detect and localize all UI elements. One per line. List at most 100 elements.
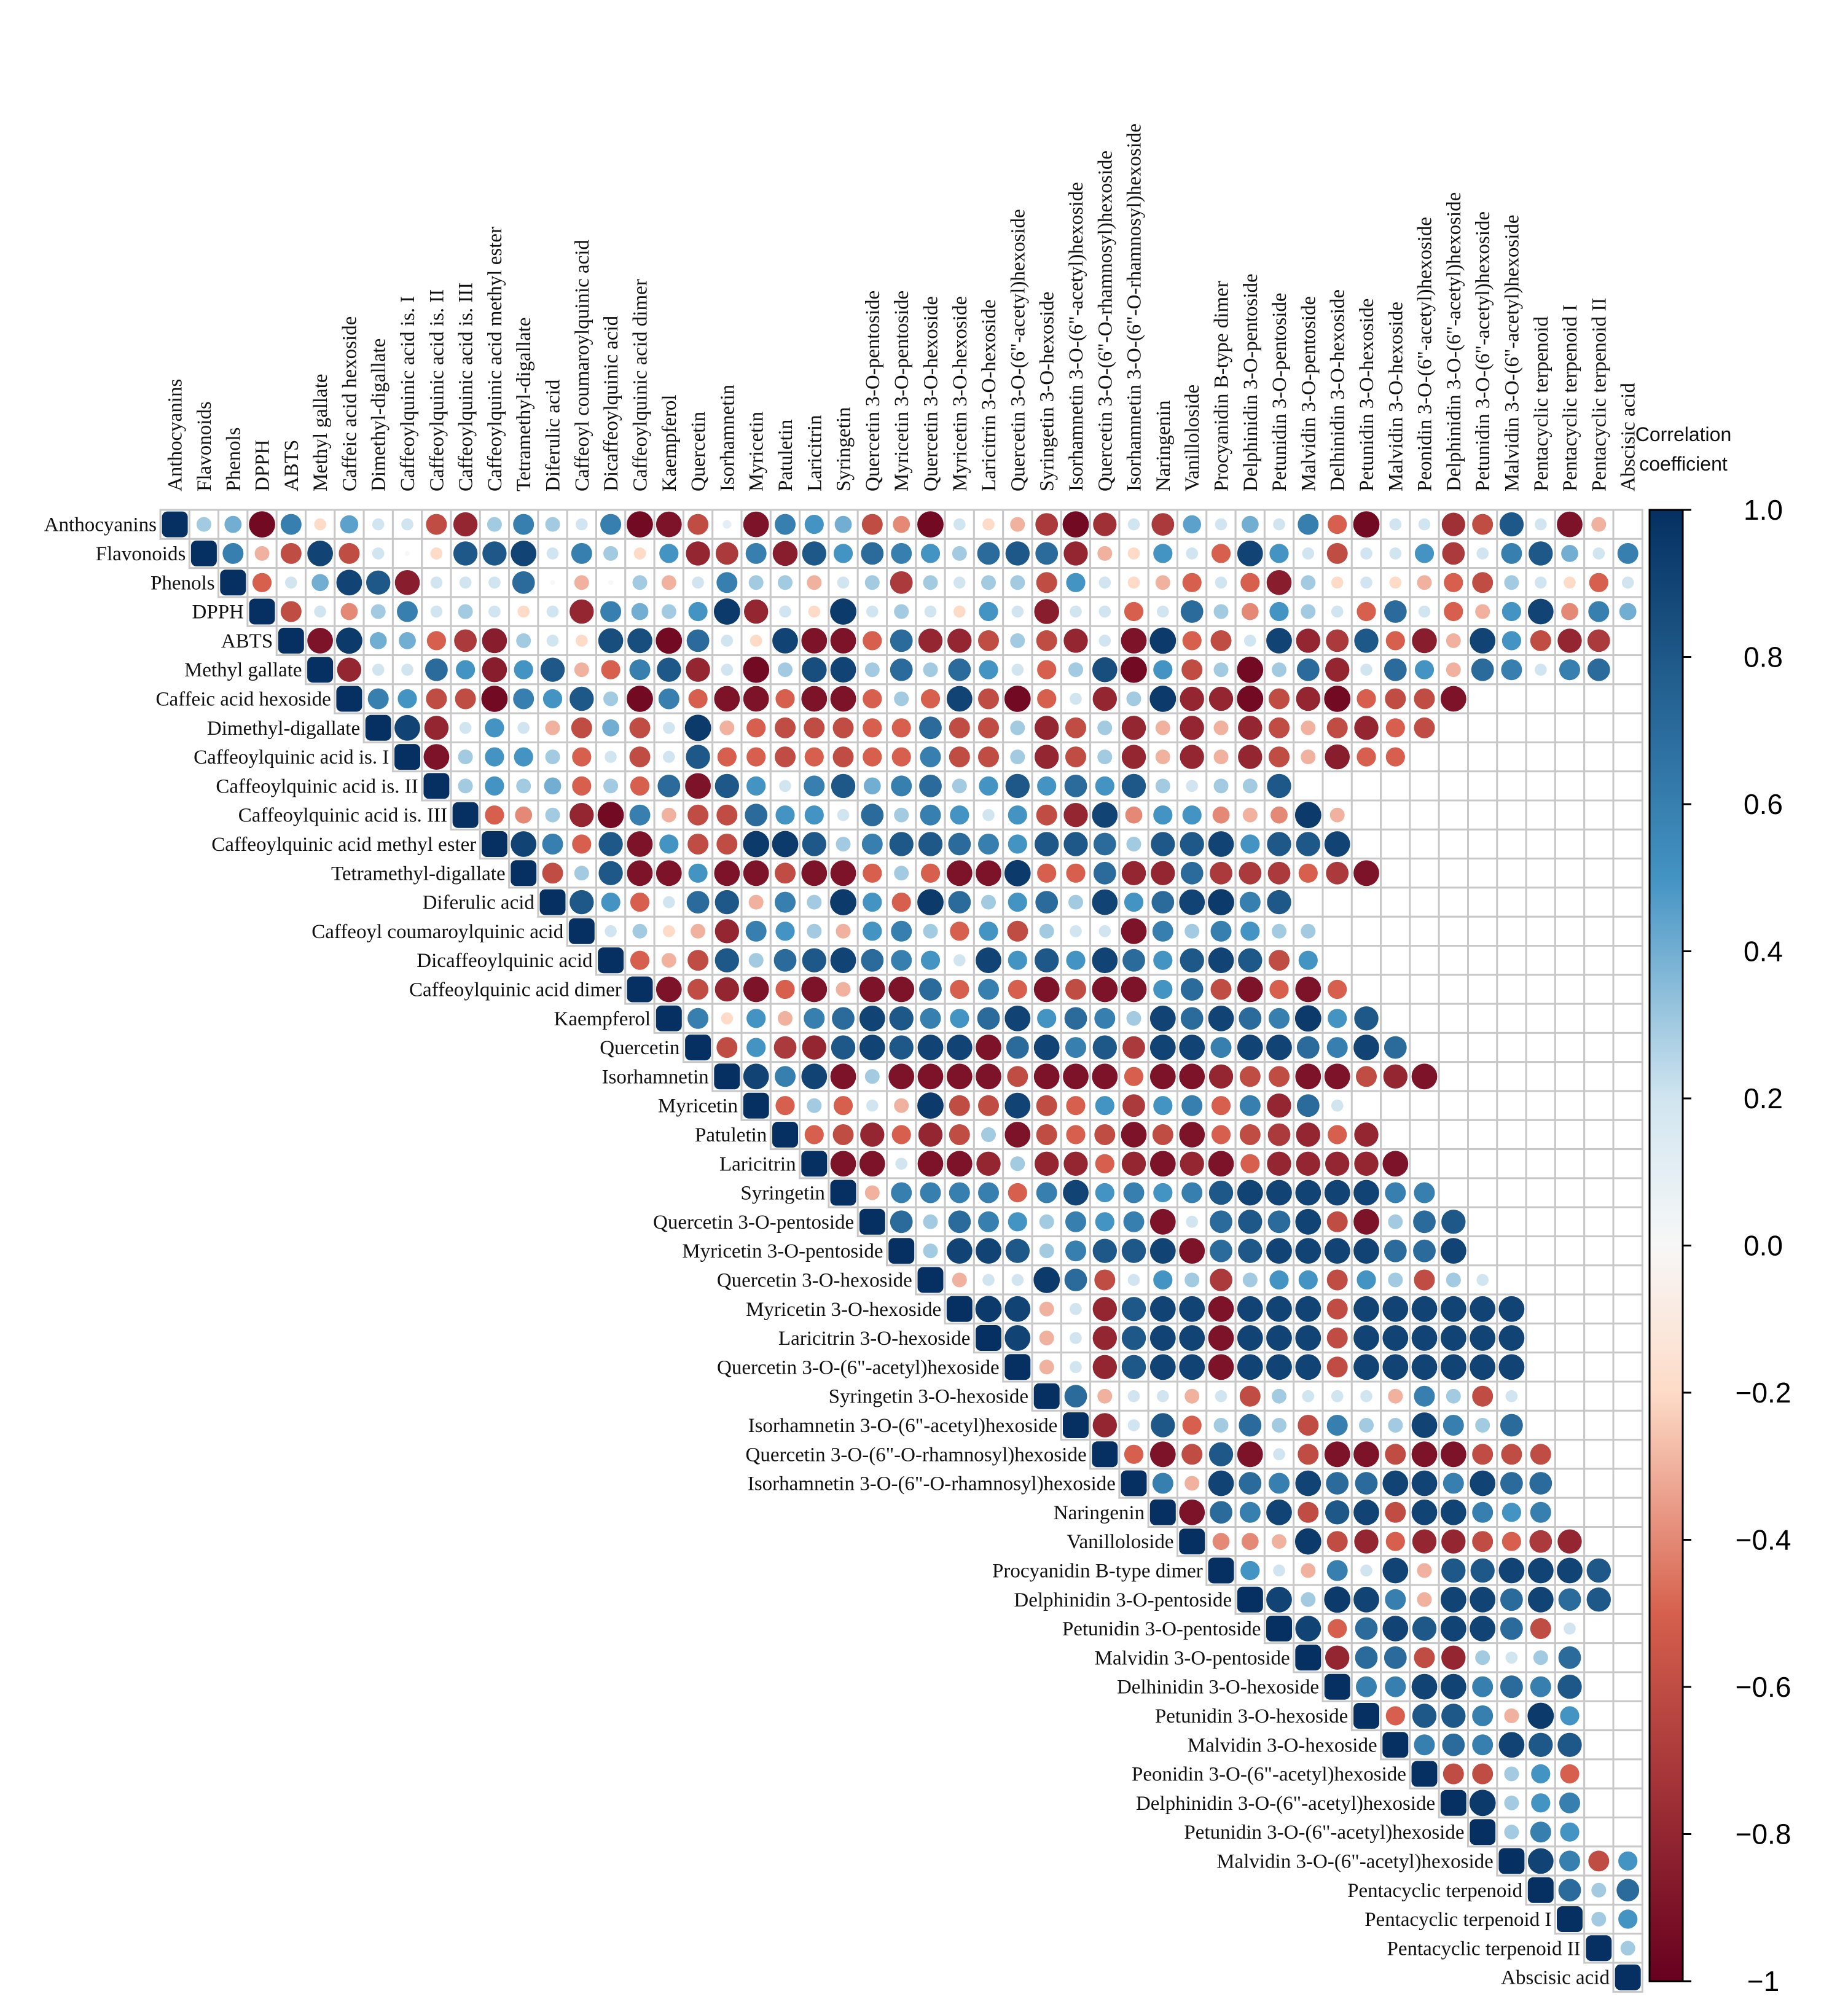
correlation-circle xyxy=(685,773,711,799)
grid-cell xyxy=(1612,858,1643,889)
correlation-circle xyxy=(1242,807,1258,823)
correlation-circle xyxy=(1360,1390,1372,1403)
row-label: Pentacyclic terpenoid II xyxy=(1387,1938,1580,1960)
correlation-circle xyxy=(801,628,828,654)
correlation-circle xyxy=(1149,1325,1176,1351)
correlation-circle xyxy=(1272,1418,1286,1433)
correlation-circle xyxy=(280,514,302,535)
correlation-circle xyxy=(661,807,676,823)
correlation-circle xyxy=(920,950,941,970)
correlation-circle xyxy=(1208,947,1234,974)
correlation-circle xyxy=(833,1096,853,1116)
correlation-circle xyxy=(1353,511,1380,538)
correlation-circle xyxy=(1151,832,1175,856)
correlation-circle xyxy=(340,603,358,620)
correlation-circle xyxy=(1295,1354,1321,1380)
correlation-circle xyxy=(1527,1557,1554,1584)
grid-cell xyxy=(1060,654,1092,686)
correlation-circle xyxy=(401,518,413,531)
correlation-circle xyxy=(891,950,912,971)
correlation-circle xyxy=(772,628,798,654)
correlation-circle xyxy=(779,780,791,792)
grid-cell xyxy=(1525,1177,1556,1208)
grid-cell xyxy=(1554,1439,1586,1470)
correlation-circle xyxy=(1239,1501,1261,1523)
correlation-circle xyxy=(1326,1328,1348,1348)
grid-cell xyxy=(1438,974,1469,1005)
correlation-circle xyxy=(1441,1529,1466,1554)
correlation-circle xyxy=(894,866,909,881)
correlation-circle xyxy=(311,574,329,592)
correlation-circle xyxy=(802,1035,827,1060)
correlation-circle xyxy=(630,893,650,912)
grid-cell xyxy=(1583,886,1615,918)
correlation-circle xyxy=(1267,861,1291,885)
correlation-circle xyxy=(976,947,1001,974)
correlation-circle xyxy=(1239,1414,1262,1437)
grid-cell xyxy=(1380,915,1411,947)
correlation-circle xyxy=(487,517,502,532)
grid-cell xyxy=(1554,1003,1586,1034)
correlation-circle xyxy=(1035,948,1059,972)
correlation-circle xyxy=(1272,662,1286,678)
correlation-circle xyxy=(837,808,850,821)
correlation-circle xyxy=(550,580,555,585)
grid-cell xyxy=(1554,828,1586,860)
correlation-circle xyxy=(1502,631,1521,651)
grid-cell xyxy=(1554,1264,1586,1296)
row-label: Laricitrin xyxy=(719,1153,796,1175)
diagonal-mark xyxy=(423,773,450,799)
correlation-circle xyxy=(598,628,624,654)
correlation-circle xyxy=(1126,1011,1141,1026)
correlation-circle xyxy=(394,570,420,595)
correlation-circle xyxy=(1215,1390,1227,1403)
correlation-circle xyxy=(1269,1270,1289,1290)
grid-cell xyxy=(1380,858,1411,889)
grid-cell xyxy=(1438,1119,1469,1151)
correlation-circle xyxy=(1270,806,1288,824)
correlation-circle xyxy=(1239,861,1262,885)
correlation-circle xyxy=(890,571,913,594)
correlation-circle xyxy=(863,777,881,795)
correlation-circle xyxy=(1039,1214,1054,1229)
correlation-circle xyxy=(836,923,851,939)
correlation-circle xyxy=(1180,1007,1204,1030)
correlation-circle xyxy=(1035,1151,1059,1176)
correlation-circle xyxy=(372,663,385,676)
grid-cell xyxy=(1496,770,1527,802)
column-label: Delphinidin 3-O-pentoside xyxy=(1240,273,1262,491)
correlation-circle xyxy=(1064,1269,1087,1291)
row-label: Peonidin 3-O-(6"-acetyl)hexoside xyxy=(1132,1764,1406,1786)
correlation-circle xyxy=(686,541,710,566)
correlation-circle xyxy=(1414,1182,1435,1203)
column-label: Caffeoylquinic acid is. III xyxy=(455,283,477,491)
correlation-circle xyxy=(511,541,537,566)
correlation-circle xyxy=(1331,605,1344,618)
diagonal-mark xyxy=(801,1151,828,1177)
correlation-circle xyxy=(629,717,651,738)
correlation-circle xyxy=(1183,515,1201,534)
correlation-circle xyxy=(1561,603,1578,620)
correlation-circle xyxy=(1242,1272,1258,1288)
row-label: Caffeoylquinic acid methyl ester xyxy=(211,834,476,856)
grid-cell xyxy=(1583,799,1615,831)
correlation-circle xyxy=(1092,889,1118,915)
correlation-circle xyxy=(802,541,827,566)
correlation-circle xyxy=(1155,720,1170,735)
correlation-circle xyxy=(946,1063,973,1090)
correlation-circle xyxy=(863,893,882,912)
correlation-circle xyxy=(746,1009,766,1028)
row-label: Procyanidin B-type dimer xyxy=(992,1560,1203,1583)
correlation-circle xyxy=(1535,663,1547,676)
correlation-circle xyxy=(1269,746,1290,768)
correlation-circle xyxy=(1070,1332,1082,1344)
correlation-circle xyxy=(1210,920,1232,942)
correlation-circle xyxy=(1070,1303,1082,1315)
correlation-circle xyxy=(1179,1296,1205,1322)
column-label: DPPH xyxy=(252,440,274,491)
correlation-circle xyxy=(744,599,769,624)
correlation-circle xyxy=(1530,1501,1551,1523)
correlation-circle xyxy=(721,663,734,676)
correlation-circle xyxy=(430,547,443,560)
correlation-circle xyxy=(394,714,420,741)
